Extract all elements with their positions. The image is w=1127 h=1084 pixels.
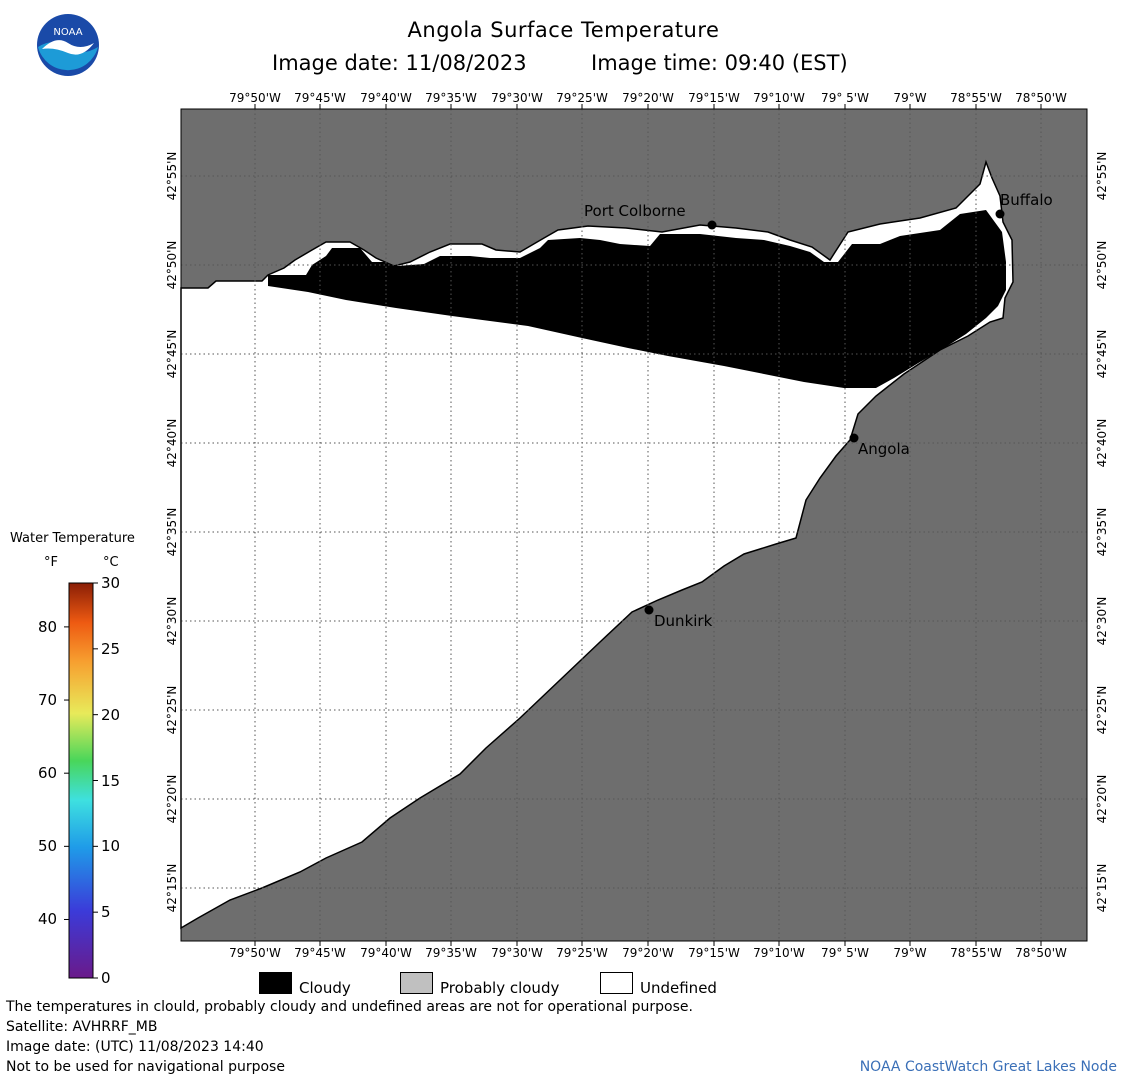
colorbar-label-c: 25 bbox=[101, 639, 121, 658]
lon-label-top: 79°W bbox=[893, 91, 927, 105]
lon-label-top: 79°35'W bbox=[425, 91, 477, 105]
tick-marks bbox=[254, 104, 1042, 946]
angola-label: Angola bbox=[858, 440, 910, 458]
colorbar-label-c: 15 bbox=[101, 771, 121, 790]
lon-label-top: 79°25'W bbox=[556, 91, 608, 105]
buffalo-label: Buffalo bbox=[1000, 191, 1053, 209]
buffalo-marker bbox=[995, 209, 1005, 219]
lat-label-left: 42°20'N bbox=[165, 774, 179, 824]
colorbar-label-c: 10 bbox=[101, 837, 121, 856]
lat-label-left: 42°40'N bbox=[165, 418, 179, 468]
lon-label-top: 79°50'W bbox=[229, 91, 281, 105]
legend-undefined-swatch bbox=[600, 972, 633, 994]
lon-label-bottom: 79°30'W bbox=[491, 946, 543, 960]
cloud-area bbox=[268, 210, 1006, 388]
lat-label-right: 42°20'N bbox=[1095, 774, 1109, 824]
lon-label-bottom: 79°20'W bbox=[622, 946, 674, 960]
legend-probably-cloudy-label: Probably cloudy bbox=[440, 979, 560, 997]
colorbar-label-c: 0 bbox=[101, 969, 111, 987]
legend-undefined-label: Undefined bbox=[640, 979, 717, 997]
lon-label-bottom: 79°25'W bbox=[556, 946, 608, 960]
angola-marker bbox=[849, 433, 859, 443]
lon-label-top: 79°40'W bbox=[360, 91, 412, 105]
lat-label-right: 42°55'N bbox=[1095, 151, 1109, 201]
colorbar-label-f: 70 bbox=[38, 691, 58, 710]
colorbar-label-f: 40 bbox=[38, 910, 58, 929]
colorbar-title: Water Temperature bbox=[10, 531, 135, 546]
legend-probably-cloudy-swatch bbox=[400, 972, 433, 994]
colorbar-label-c: 30 bbox=[101, 574, 121, 592]
lon-label-bottom: 79°W bbox=[893, 946, 927, 960]
noaa-logo: NOAA bbox=[37, 14, 99, 76]
colorbar-gradient bbox=[68, 582, 94, 979]
colorbar-label-c: 20 bbox=[101, 705, 121, 724]
lon-label-bottom: 79°10'W bbox=[753, 946, 805, 960]
lon-label-bottom: 79°50'W bbox=[229, 946, 281, 960]
colorbar-label-c: 5 bbox=[101, 903, 111, 922]
colorbar-unit-f: °F bbox=[44, 555, 58, 570]
colorbar-unit-c: °C bbox=[103, 555, 119, 570]
lon-label-bottom: 79° 5'W bbox=[821, 946, 869, 960]
lat-label-right: 42°15'N bbox=[1095, 863, 1109, 913]
lon-label-top: 79°10'W bbox=[753, 91, 805, 105]
image-time: Image time: 09:40 (EST) bbox=[591, 51, 848, 75]
lat-label-right: 42°45'N bbox=[1095, 329, 1109, 379]
footer-navigation-warning: Not to be used for navigational purpose bbox=[6, 1059, 285, 1075]
lon-label-bottom: 79°15'W bbox=[688, 946, 740, 960]
lat-label-left: 42°50'N bbox=[165, 240, 179, 290]
page-title: Angola Surface Temperature bbox=[407, 18, 720, 42]
lat-label-right: 42°35'N bbox=[1095, 507, 1109, 557]
grid-lines bbox=[181, 109, 1087, 941]
lon-label-top: 78°50'W bbox=[1015, 91, 1067, 105]
dunkirk-marker bbox=[644, 605, 654, 615]
legend-cloudy-label: Cloudy bbox=[299, 979, 351, 997]
image-date: Image date: 11/08/2023 bbox=[272, 51, 527, 75]
lon-label-top: 79°20'W bbox=[622, 91, 674, 105]
lat-label-left: 42°35'N bbox=[165, 507, 179, 557]
lon-label-top: 79° 5'W bbox=[821, 91, 869, 105]
port-colborne-label: Port Colborne bbox=[584, 202, 686, 220]
lon-label-top: 79°15'W bbox=[688, 91, 740, 105]
lat-label-right: 42°25'N bbox=[1095, 685, 1109, 735]
footer-disclaimer: The temperatures in clould, probably clo… bbox=[6, 999, 693, 1015]
lon-label-bottom: 79°45'W bbox=[294, 946, 346, 960]
colorbar-label-f: 60 bbox=[38, 764, 58, 783]
lon-label-top: 78°55'W bbox=[950, 91, 1002, 105]
lon-label-bottom: 79°40'W bbox=[360, 946, 412, 960]
lat-label-left: 42°25'N bbox=[165, 685, 179, 735]
lon-label-top: 79°30'W bbox=[491, 91, 543, 105]
noaa-logo-text: NOAA bbox=[53, 27, 82, 38]
lon-label-bottom: 78°55'W bbox=[950, 946, 1002, 960]
footer-utc-date: Image date: (UTC) 11/08/2023 14:40 bbox=[6, 1039, 264, 1055]
lon-label-bottom: 78°50'W bbox=[1015, 946, 1067, 960]
footer-satellite: Satellite: AVHRRF_MB bbox=[6, 1019, 158, 1035]
lon-label-bottom: 79°35'W bbox=[425, 946, 477, 960]
lon-label-top: 79°45'W bbox=[294, 91, 346, 105]
lat-label-left: 42°55'N bbox=[165, 151, 179, 201]
credit-link[interactable]: NOAA CoastWatch Great Lakes Node bbox=[859, 1059, 1117, 1075]
port-colborne-marker bbox=[707, 220, 717, 230]
lat-label-right: 42°50'N bbox=[1095, 240, 1109, 290]
lat-label-left: 42°30'N bbox=[165, 596, 179, 646]
legend-cloudy-swatch bbox=[259, 972, 292, 994]
colorbar-label-f: 80 bbox=[38, 617, 58, 636]
lat-label-right: 42°40'N bbox=[1095, 418, 1109, 468]
lat-label-left: 42°15'N bbox=[165, 863, 179, 913]
lat-label-left: 42°45'N bbox=[165, 329, 179, 379]
colorbar-label-f: 50 bbox=[38, 837, 58, 856]
colorbar bbox=[64, 582, 98, 979]
map-frame bbox=[180, 108, 1088, 942]
dunkirk-label: Dunkirk bbox=[654, 612, 713, 630]
lat-label-right: 42°30'N bbox=[1095, 596, 1109, 646]
